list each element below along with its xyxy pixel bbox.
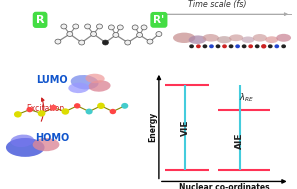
Ellipse shape xyxy=(137,33,143,37)
Y-axis label: Energy: Energy xyxy=(148,112,157,142)
Ellipse shape xyxy=(217,36,232,43)
Ellipse shape xyxy=(121,103,128,109)
Ellipse shape xyxy=(229,44,233,48)
Ellipse shape xyxy=(85,24,91,29)
Text: Time scale (fs): Time scale (fs) xyxy=(188,0,246,9)
Ellipse shape xyxy=(61,108,69,115)
Text: VIE: VIE xyxy=(181,119,189,136)
Ellipse shape xyxy=(209,44,214,48)
Ellipse shape xyxy=(86,108,93,115)
Ellipse shape xyxy=(74,103,80,108)
Ellipse shape xyxy=(102,40,108,45)
Text: LUMO: LUMO xyxy=(36,75,68,85)
Ellipse shape xyxy=(108,25,114,30)
Ellipse shape xyxy=(97,103,105,109)
Ellipse shape xyxy=(196,44,201,48)
Ellipse shape xyxy=(141,25,147,30)
Ellipse shape xyxy=(55,39,61,44)
Ellipse shape xyxy=(189,35,206,44)
Ellipse shape xyxy=(255,44,260,48)
Ellipse shape xyxy=(10,135,34,147)
Ellipse shape xyxy=(89,80,110,92)
Ellipse shape xyxy=(132,25,138,30)
Ellipse shape xyxy=(125,40,131,45)
Ellipse shape xyxy=(73,24,79,29)
Ellipse shape xyxy=(110,109,116,114)
Ellipse shape xyxy=(261,44,266,49)
Text: R: R xyxy=(36,15,44,25)
Ellipse shape xyxy=(50,105,57,111)
Text: R': R' xyxy=(153,15,165,25)
Text: AIE: AIE xyxy=(236,132,244,149)
Text: $\lambda_{RE}$: $\lambda_{RE}$ xyxy=(239,91,254,104)
Ellipse shape xyxy=(276,34,291,42)
Ellipse shape xyxy=(97,24,102,29)
Ellipse shape xyxy=(117,25,123,30)
Ellipse shape xyxy=(61,24,67,29)
Ellipse shape xyxy=(79,40,85,45)
Ellipse shape xyxy=(113,33,119,37)
Ellipse shape xyxy=(222,44,227,48)
Ellipse shape xyxy=(156,32,162,36)
Ellipse shape xyxy=(241,36,255,43)
Ellipse shape xyxy=(14,111,22,118)
Text: HOMO: HOMO xyxy=(35,133,69,143)
Ellipse shape xyxy=(229,34,243,41)
Ellipse shape xyxy=(71,75,99,89)
X-axis label: Nuclear co-ordinates: Nuclear co-ordinates xyxy=(179,183,270,189)
Ellipse shape xyxy=(281,44,286,48)
Ellipse shape xyxy=(86,74,105,83)
Ellipse shape xyxy=(68,83,89,93)
Ellipse shape xyxy=(216,44,220,48)
Ellipse shape xyxy=(203,34,219,42)
Ellipse shape xyxy=(33,138,59,151)
Ellipse shape xyxy=(235,44,240,48)
Ellipse shape xyxy=(248,44,253,48)
Ellipse shape xyxy=(147,39,153,44)
Ellipse shape xyxy=(189,44,194,48)
Ellipse shape xyxy=(91,32,97,36)
Ellipse shape xyxy=(253,34,267,42)
Ellipse shape xyxy=(38,110,45,117)
Text: Excitation: Excitation xyxy=(27,104,65,113)
Ellipse shape xyxy=(268,44,273,48)
Ellipse shape xyxy=(26,107,33,112)
Ellipse shape xyxy=(265,36,278,43)
Ellipse shape xyxy=(173,33,195,43)
Ellipse shape xyxy=(242,44,247,48)
Ellipse shape xyxy=(6,138,45,157)
Ellipse shape xyxy=(67,32,73,36)
Ellipse shape xyxy=(203,44,207,48)
Ellipse shape xyxy=(274,44,279,48)
